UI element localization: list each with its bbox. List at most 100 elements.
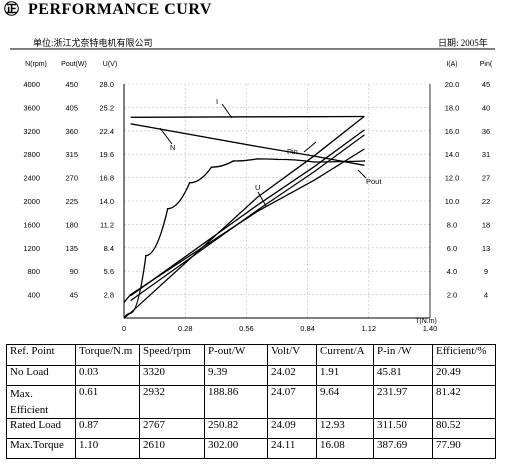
y-tick-label: 270 bbox=[65, 174, 78, 183]
curve-label: N bbox=[170, 143, 175, 152]
value-cell: 3320 bbox=[139, 365, 205, 386]
col-speed: Speed/rpm bbox=[139, 344, 205, 366]
y-tick-label: 3600 bbox=[23, 103, 40, 112]
value-cell: 231.97 bbox=[373, 385, 433, 419]
y-tick-label: 14.0 bbox=[445, 150, 460, 159]
y-tick-label: 400 bbox=[27, 291, 40, 300]
y-tick-label: 4000 bbox=[23, 80, 40, 89]
axis-unit-label: U(V) bbox=[103, 61, 117, 68]
y-tick-label: 800 bbox=[27, 267, 40, 276]
value-cell: 24.09 bbox=[267, 418, 317, 439]
y-tick-label: 4.0 bbox=[447, 267, 457, 276]
y-tick-label: 225 bbox=[65, 197, 78, 206]
y-tick-label: 2000 bbox=[23, 197, 40, 206]
series-line-i-rail bbox=[130, 134, 365, 302]
value-cell: 2932 bbox=[139, 385, 205, 419]
label-leader-line bbox=[357, 169, 367, 179]
series-line-eff bbox=[123, 148, 365, 303]
table-row: Max.Torque 1.10 2610 302.00 24.11 16.08 387.69… bbox=[6, 438, 496, 459]
col-efficient: Efficient/% bbox=[432, 344, 496, 366]
y-tick-label: 12.0 bbox=[445, 174, 460, 183]
value-cell: 2767 bbox=[139, 418, 205, 439]
axis-unit-label: Pout(W) bbox=[61, 61, 87, 68]
performance-table: Ref. Point Torque/N.m Speed/rpm P-out/W … bbox=[6, 344, 496, 459]
value-cell: 12.93 bbox=[316, 418, 374, 439]
date-label: 日期: 2005年 bbox=[438, 38, 488, 48]
value-cell: 0.03 bbox=[75, 365, 140, 386]
data-point bbox=[166, 208, 169, 210]
value-cell: 9.39 bbox=[204, 365, 268, 386]
y-tick-label: 22.4 bbox=[99, 127, 114, 136]
y-tick-label: 9 bbox=[484, 267, 488, 276]
value-cell: 9.64 bbox=[316, 385, 374, 419]
y-tick-label: 27 bbox=[482, 174, 490, 183]
x-tick-label: 0.56 bbox=[239, 324, 254, 333]
y-tick-label: 13 bbox=[482, 244, 490, 253]
table-row: Rated Load 0.87 2767 250.82 24.09 12.93 311.50… bbox=[6, 418, 496, 439]
x-tick-label: 0.28 bbox=[178, 324, 193, 333]
y-tick-label: 22 bbox=[482, 197, 490, 206]
value-cell: 24.02 bbox=[267, 365, 317, 386]
data-point bbox=[363, 160, 366, 162]
ref-point-cell: Max. Efficient bbox=[6, 385, 76, 419]
company-name: 单位:浙江尤奈特电机有限公司 bbox=[33, 38, 153, 48]
value-cell: 250.82 bbox=[204, 418, 268, 439]
value-cell: 0.87 bbox=[75, 418, 140, 439]
y-tick-label: 45 bbox=[482, 80, 490, 89]
y-tick-label: 18 bbox=[482, 220, 490, 229]
x-tick-label: 1.40 bbox=[423, 324, 438, 333]
y-tick-label: 10.0 bbox=[445, 197, 460, 206]
y-tick-label: 180 bbox=[65, 220, 78, 229]
label-leader-line bbox=[303, 141, 317, 153]
value-cell: 77.90 bbox=[432, 438, 496, 459]
series-line-i bbox=[130, 129, 365, 297]
y-tick-label: 2.8 bbox=[104, 291, 114, 300]
axis-unit-label: Pin( bbox=[480, 61, 493, 68]
value-cell: 16.08 bbox=[316, 438, 374, 459]
logo-icon: ㊣ bbox=[4, 2, 20, 18]
y-tick-label: 405 bbox=[65, 103, 78, 112]
curve-label: Pout bbox=[366, 177, 382, 186]
value-cell: 24.07 bbox=[267, 385, 317, 419]
table-row: No Load 0.03 3320 9.39 24.02 1.91 45.81 20.49 bbox=[6, 365, 496, 386]
ref-point-cell: No Load bbox=[6, 365, 76, 386]
y-tick-label: 36 bbox=[482, 127, 490, 136]
y-tick-label: 1200 bbox=[23, 244, 40, 253]
series-line-u bbox=[130, 115, 365, 118]
table-header-row: Ref. Point Torque/N.m Speed/rpm P-out/W … bbox=[6, 344, 496, 366]
y-tick-label: 16.0 bbox=[445, 127, 460, 136]
value-cell: 80.52 bbox=[432, 418, 496, 439]
y-tick-label: 28.0 bbox=[99, 80, 114, 89]
label-leader-line bbox=[221, 103, 233, 119]
series-line-pout bbox=[123, 158, 365, 319]
x-tick-label: 0.84 bbox=[300, 324, 315, 333]
y-tick-label: 8.0 bbox=[447, 220, 457, 229]
value-cell: 81.42 bbox=[432, 385, 496, 419]
y-tick-label: 18.0 bbox=[445, 103, 460, 112]
y-tick-label: 315 bbox=[65, 150, 78, 159]
data-point bbox=[188, 182, 191, 184]
axis-unit-label: N(rpm) bbox=[25, 61, 47, 68]
curve-label: Pin bbox=[287, 147, 298, 156]
x-tick-label: 0 bbox=[122, 324, 126, 333]
y-tick-label: 5.6 bbox=[104, 267, 114, 276]
y-tick-label: 2800 bbox=[23, 150, 40, 159]
col-torque: Torque/N.m bbox=[75, 344, 140, 366]
value-cell: 0.61 bbox=[75, 385, 140, 419]
data-point bbox=[256, 158, 259, 160]
series-line-pin bbox=[123, 115, 365, 319]
label-leader-line bbox=[159, 127, 173, 145]
series-line-n bbox=[130, 123, 365, 166]
label-leader-line bbox=[257, 191, 267, 207]
curve-label: U bbox=[255, 183, 260, 192]
y-tick-label: 16.8 bbox=[99, 174, 114, 183]
value-cell: 2610 bbox=[139, 438, 205, 459]
table-row: Max. Efficient 0.61 2932 188.86 24.07 9.64 231… bbox=[6, 385, 496, 419]
col-pout: P-out/W bbox=[204, 344, 268, 366]
y-tick-label: 25.2 bbox=[99, 103, 114, 112]
y-tick-label: 45 bbox=[70, 291, 78, 300]
ref-point-cell: Max.Torque bbox=[6, 438, 76, 459]
y-tick-label: 3200 bbox=[23, 127, 40, 136]
y-tick-label: 20.0 bbox=[445, 80, 460, 89]
axis-unit-label: I(A) bbox=[446, 61, 457, 68]
